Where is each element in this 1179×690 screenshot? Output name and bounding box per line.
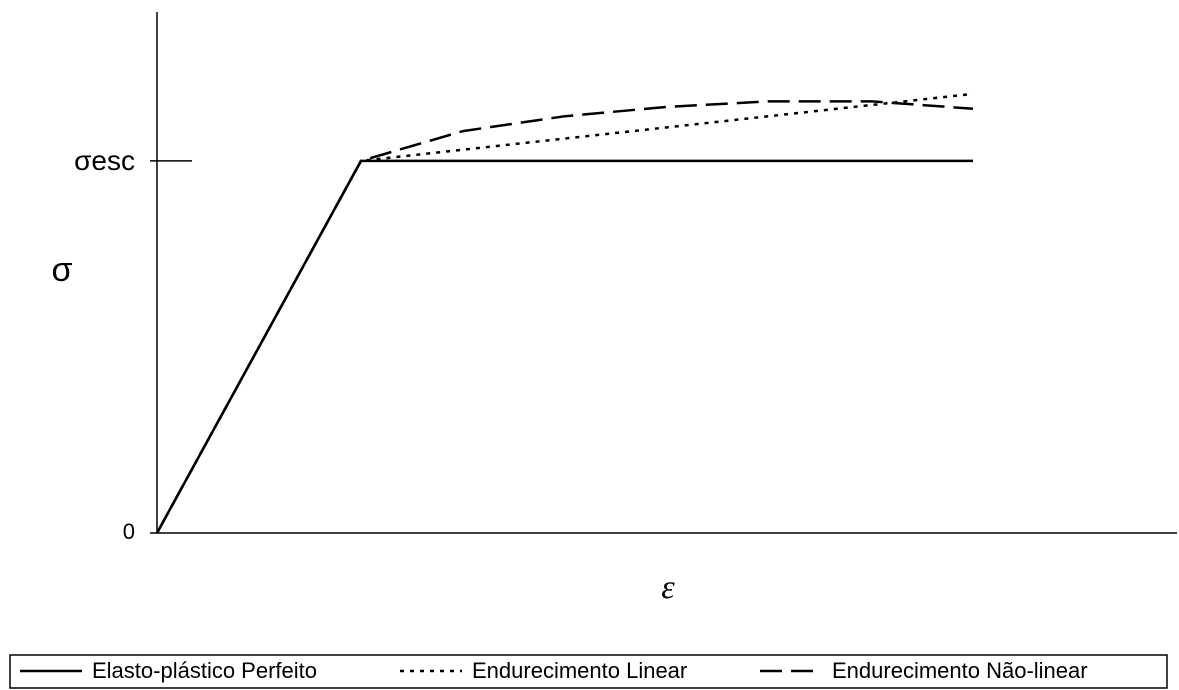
legend-box [9,654,1168,689]
x-axis-label: ε [661,569,675,606]
series-line [155,92,974,534]
legend-label: Endurecimento Linear [472,658,687,683]
y-tick-label: 0 [123,519,135,544]
series-line [155,159,973,534]
legend-label: Endurecimento Não-linear [832,658,1088,683]
series-line [155,100,974,534]
legend-label: Elasto-plástico Perfeito [92,658,317,683]
y-tick-label: σesc [74,145,135,176]
y-axis-label: σ [52,251,73,289]
